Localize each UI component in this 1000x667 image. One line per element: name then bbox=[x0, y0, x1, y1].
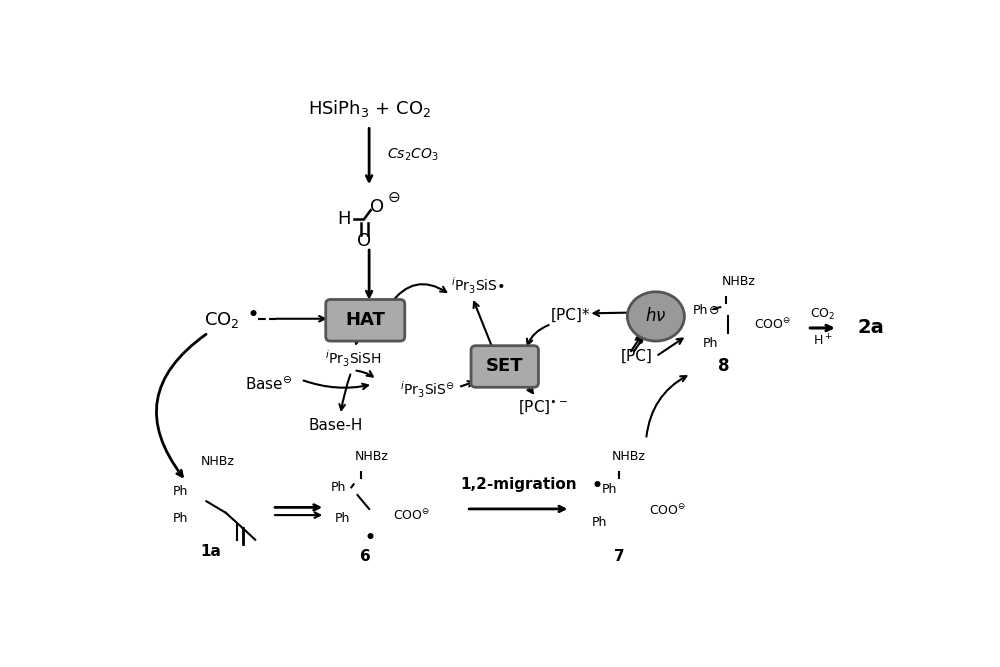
Text: Base$^{\ominus}$: Base$^{\ominus}$ bbox=[245, 376, 292, 393]
Text: CO$_2$: CO$_2$ bbox=[204, 310, 240, 330]
Text: NHBz: NHBz bbox=[201, 455, 235, 468]
Text: [PC]: [PC] bbox=[621, 349, 652, 364]
Text: NHBz: NHBz bbox=[612, 450, 646, 463]
Text: Base-H: Base-H bbox=[309, 418, 363, 434]
Text: $\bullet$: $\bullet$ bbox=[246, 303, 257, 323]
FancyBboxPatch shape bbox=[326, 299, 405, 341]
Text: Ph: Ph bbox=[330, 481, 346, 494]
Text: $h\nu$: $h\nu$ bbox=[645, 307, 667, 325]
Text: HSiPh$_3$ + CO$_2$: HSiPh$_3$ + CO$_2$ bbox=[308, 98, 431, 119]
Text: Cs$_2$CO$_3$: Cs$_2$CO$_3$ bbox=[387, 147, 439, 163]
Text: H: H bbox=[338, 209, 351, 227]
Text: $\bullet$: $\bullet$ bbox=[590, 474, 602, 494]
Text: Ph: Ph bbox=[702, 337, 718, 350]
Text: O: O bbox=[357, 232, 372, 250]
Text: 6: 6 bbox=[360, 549, 371, 564]
Text: $^i$Pr$_3$SiSH: $^i$Pr$_3$SiSH bbox=[325, 349, 382, 369]
Text: HAT: HAT bbox=[345, 311, 385, 329]
Text: COO$^{\ominus}$: COO$^{\ominus}$ bbox=[393, 508, 430, 522]
Text: 8: 8 bbox=[718, 358, 729, 376]
Text: 1a: 1a bbox=[200, 544, 221, 559]
Text: Ph: Ph bbox=[602, 483, 617, 496]
Text: CO$_2$: CO$_2$ bbox=[810, 307, 835, 321]
Text: $\ominus$: $\ominus$ bbox=[708, 303, 720, 317]
Text: NHBz: NHBz bbox=[722, 275, 756, 288]
Text: COO$^{\ominus}$: COO$^{\ominus}$ bbox=[649, 503, 686, 518]
Text: Ph: Ph bbox=[692, 303, 708, 317]
Text: $\bullet$: $\bullet$ bbox=[363, 526, 375, 546]
Text: O: O bbox=[370, 198, 384, 216]
Text: [PC]$^{\bullet -}$: [PC]$^{\bullet -}$ bbox=[518, 399, 569, 416]
Text: SET: SET bbox=[486, 358, 524, 376]
Text: Ph: Ph bbox=[173, 512, 188, 525]
Text: Ph: Ph bbox=[334, 512, 350, 525]
Ellipse shape bbox=[627, 291, 684, 341]
Text: COO$^{\ominus}$: COO$^{\ominus}$ bbox=[754, 317, 791, 331]
Text: H$^+$: H$^+$ bbox=[813, 334, 832, 349]
Text: $\ominus$: $\ominus$ bbox=[387, 190, 401, 205]
FancyBboxPatch shape bbox=[471, 346, 538, 388]
Text: $^i$Pr$_3$SiS$\bullet$: $^i$Pr$_3$SiS$\bullet$ bbox=[451, 275, 505, 295]
Text: 2a: 2a bbox=[857, 318, 884, 338]
Text: 1,2-migration: 1,2-migration bbox=[460, 477, 577, 492]
Text: [PC]*: [PC]* bbox=[551, 307, 590, 322]
Text: NHBz: NHBz bbox=[355, 450, 388, 463]
Text: 7: 7 bbox=[614, 549, 625, 564]
Text: $^i$Pr$_3$SiS$^{\ominus}$: $^i$Pr$_3$SiS$^{\ominus}$ bbox=[400, 380, 455, 400]
Text: Ph: Ph bbox=[173, 486, 188, 498]
Text: Ph: Ph bbox=[592, 516, 607, 530]
